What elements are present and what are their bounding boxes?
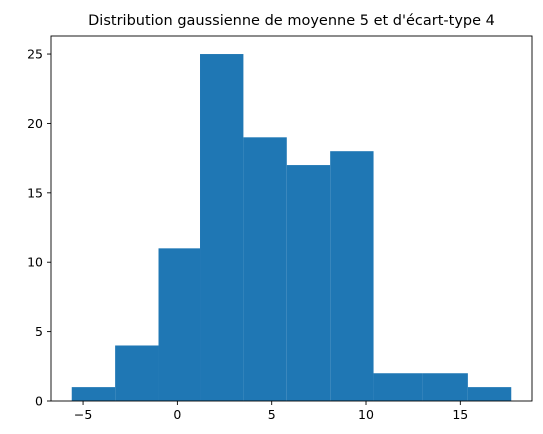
histogram-bar-1 <box>71 387 116 401</box>
bars-group <box>71 54 512 402</box>
histogram-bar-9 <box>422 373 468 401</box>
y-tick-label-2: 5 <box>35 324 43 339</box>
histogram-bar-10 <box>467 387 512 401</box>
histogram-bar-8 <box>373 373 423 401</box>
histogram-bar-5 <box>243 137 287 402</box>
histogram-bar-6 <box>286 165 331 401</box>
y-tick-label-3: 10 <box>27 255 43 270</box>
histogram-bar-3 <box>158 248 201 401</box>
histogram-bar-4 <box>200 54 244 402</box>
y-axis: 0 5 10 15 20 25 <box>27 47 51 409</box>
x-axis: −5 0 5 10 15 <box>74 401 468 422</box>
y-tick-label-5: 20 <box>27 116 43 131</box>
y-tick-label-1: 0 <box>35 394 43 409</box>
x-tick-label-2: 0 <box>173 407 181 422</box>
x-tick-label-3: 5 <box>268 407 276 422</box>
x-tick-label-4: 10 <box>358 407 374 422</box>
axes-frame <box>50 35 533 402</box>
histogram-bar-7 <box>330 151 374 401</box>
x-tick-label-1: −5 <box>74 407 92 422</box>
x-tick-label-5: 15 <box>452 407 468 422</box>
histogram-bar-2 <box>115 345 159 401</box>
chart-title: Distribution gaussienne de moyenne 5 et … <box>88 13 495 29</box>
y-tick-label-6: 25 <box>27 47 43 62</box>
y-tick-label-4: 15 <box>27 185 43 200</box>
